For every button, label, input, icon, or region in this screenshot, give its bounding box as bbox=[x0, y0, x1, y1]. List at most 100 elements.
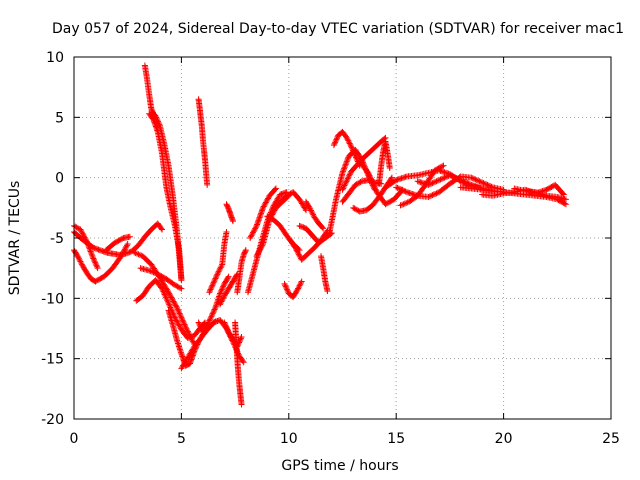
data-point bbox=[165, 300, 172, 307]
data-point bbox=[473, 177, 480, 184]
data-point bbox=[72, 223, 79, 230]
data-point bbox=[155, 120, 162, 127]
data-point bbox=[217, 290, 224, 297]
data-point bbox=[341, 182, 348, 189]
data-point bbox=[184, 328, 191, 335]
data-point bbox=[209, 310, 216, 317]
data-point bbox=[453, 175, 460, 182]
data-point bbox=[121, 247, 128, 254]
data-point bbox=[169, 295, 176, 302]
data-point bbox=[307, 207, 314, 214]
data-point bbox=[282, 282, 289, 289]
data-point bbox=[295, 251, 302, 258]
data-point bbox=[159, 226, 166, 233]
data-point bbox=[294, 286, 301, 293]
data-point bbox=[402, 188, 409, 195]
y-tick-label: -15 bbox=[41, 352, 64, 368]
data-point bbox=[89, 254, 96, 261]
data-point bbox=[81, 234, 88, 241]
data-point bbox=[177, 284, 184, 291]
data-point bbox=[458, 177, 465, 184]
data-point bbox=[332, 139, 339, 146]
data-point bbox=[295, 285, 302, 292]
data-point bbox=[485, 182, 492, 189]
data-point bbox=[433, 178, 440, 185]
data-point bbox=[286, 191, 293, 198]
data-point bbox=[162, 292, 169, 299]
data-point bbox=[220, 294, 227, 301]
data-point bbox=[393, 184, 400, 191]
data-point bbox=[166, 303, 173, 310]
data-point bbox=[461, 178, 468, 185]
data-point bbox=[223, 324, 230, 331]
data-point bbox=[284, 287, 291, 294]
data-point bbox=[242, 247, 249, 254]
data-point bbox=[210, 279, 217, 286]
data-point bbox=[174, 320, 181, 327]
data-point bbox=[440, 175, 447, 182]
data-point bbox=[256, 247, 263, 254]
data-point bbox=[121, 246, 128, 253]
data-point bbox=[404, 199, 411, 206]
data-point bbox=[263, 198, 270, 205]
data-point bbox=[252, 224, 259, 231]
data-point bbox=[483, 181, 490, 188]
data-point bbox=[296, 252, 303, 259]
data-point bbox=[206, 287, 213, 294]
data-point bbox=[82, 235, 89, 242]
data-point bbox=[209, 282, 216, 289]
data-point bbox=[395, 185, 402, 192]
data-point bbox=[339, 186, 346, 193]
data-point bbox=[171, 282, 178, 289]
data-point bbox=[182, 324, 189, 331]
data-point bbox=[93, 262, 100, 269]
data-point bbox=[343, 159, 350, 166]
data-point bbox=[302, 205, 309, 212]
data-point bbox=[170, 298, 177, 305]
data-point bbox=[205, 319, 212, 326]
x-tick-label: 25 bbox=[602, 431, 620, 447]
data-point bbox=[179, 316, 186, 323]
data-point bbox=[80, 231, 87, 238]
data-point bbox=[198, 324, 205, 331]
data-point bbox=[214, 269, 221, 276]
data-point bbox=[237, 336, 244, 343]
data-point bbox=[452, 174, 459, 181]
data-point bbox=[177, 311, 184, 318]
data-point bbox=[283, 284, 290, 291]
data-point bbox=[186, 332, 193, 339]
data-point bbox=[343, 134, 350, 141]
data-point bbox=[91, 258, 98, 265]
data-point bbox=[178, 285, 185, 292]
data-point bbox=[222, 322, 229, 329]
data-point bbox=[206, 289, 213, 296]
data-point bbox=[349, 146, 356, 153]
data-point bbox=[218, 287, 225, 294]
data-point bbox=[163, 295, 170, 302]
data-point bbox=[176, 324, 183, 331]
data-point bbox=[123, 243, 130, 250]
data-point bbox=[167, 293, 174, 300]
data-point bbox=[247, 233, 254, 240]
data-point bbox=[212, 275, 219, 282]
data-point bbox=[425, 193, 432, 200]
data-point bbox=[353, 155, 360, 162]
data-point bbox=[204, 320, 211, 327]
y-tick-label: -10 bbox=[41, 291, 64, 307]
data-point bbox=[218, 262, 225, 269]
data-point bbox=[330, 142, 337, 149]
data-point bbox=[223, 228, 230, 235]
data-point bbox=[214, 271, 221, 278]
data-point bbox=[350, 148, 357, 155]
data-point bbox=[345, 137, 352, 144]
data-point bbox=[178, 277, 185, 284]
data-point bbox=[339, 169, 346, 176]
data-point bbox=[220, 282, 227, 289]
data-point bbox=[365, 171, 372, 178]
data-point bbox=[398, 201, 405, 208]
data-point bbox=[149, 268, 156, 275]
data-point bbox=[237, 335, 244, 342]
data-point bbox=[172, 302, 179, 309]
data-point bbox=[81, 233, 88, 240]
